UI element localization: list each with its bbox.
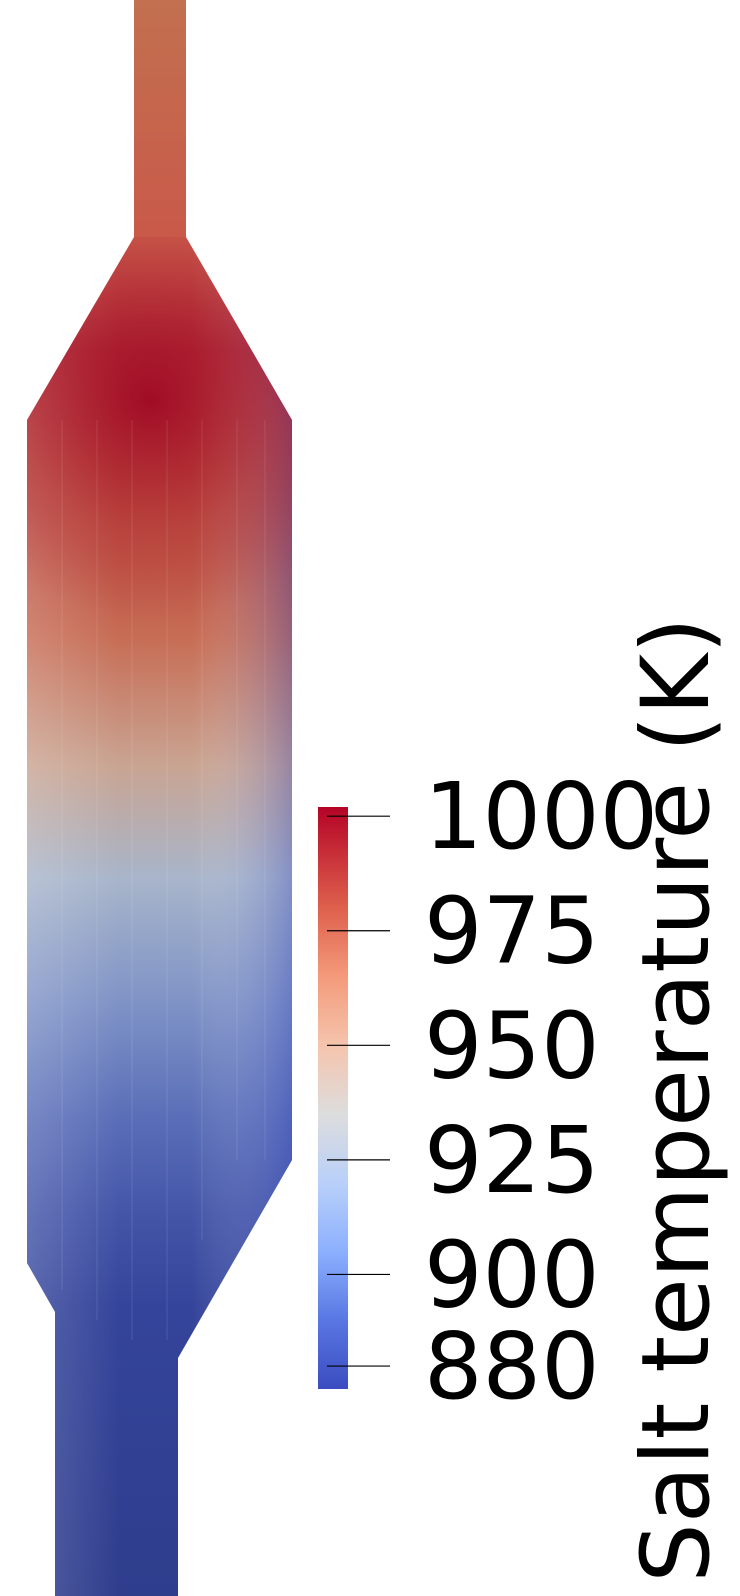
colorbar-gradient <box>318 807 348 1389</box>
colorbar-tick-label: 1000 <box>424 763 658 870</box>
colorbar-tick-label: 925 <box>424 1107 600 1214</box>
hot-core-region <box>27 237 292 700</box>
colorbar-title: Salt temperature (K) <box>622 617 731 1583</box>
colorbar-tick-label: 975 <box>424 878 600 985</box>
colorbar-tick-label: 950 <box>424 992 600 1099</box>
colorbar-tick-label: 880 <box>424 1313 600 1420</box>
reactor-geometry <box>27 0 292 1596</box>
colorbar-tick-label: 900 <box>424 1221 600 1328</box>
mesh-column-lines <box>61 420 266 1340</box>
